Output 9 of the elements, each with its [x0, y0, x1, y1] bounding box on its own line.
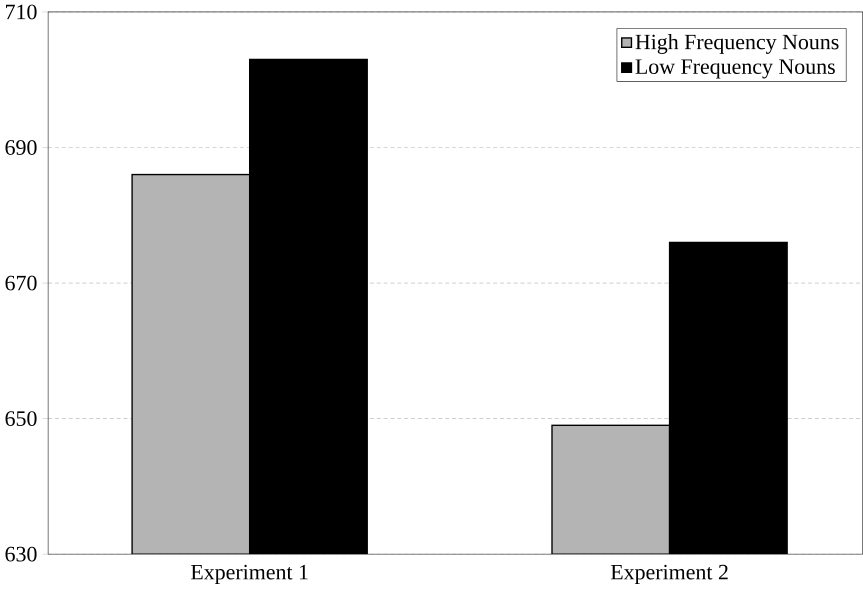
legend-label: High Frequency Nouns	[636, 34, 838, 54]
y-tick-label: 710	[6, 4, 37, 20]
legend-label: Low Frequency Nouns	[636, 60, 835, 79]
y-tick-label: 650	[6, 411, 37, 426]
y-tick-label: 690	[6, 140, 37, 156]
y-tick-label: 670	[6, 276, 37, 291]
x-tick-label: Experiment 1	[190, 565, 308, 584]
y-tick-label: 630	[6, 546, 37, 562]
x-tick-label: Experiment 2	[610, 565, 728, 584]
